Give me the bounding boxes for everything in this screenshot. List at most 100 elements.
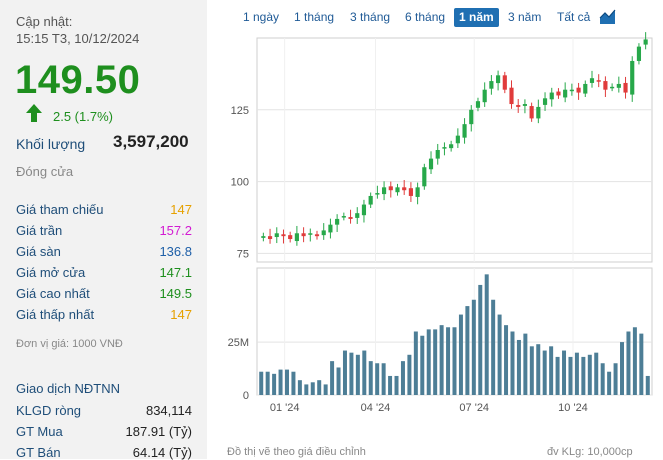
price-plot-frame [256, 37, 653, 263]
row-value: 136.8 [159, 244, 192, 259]
candle-body [489, 81, 494, 89]
tab-3-months[interactable]: 3 tháng [350, 10, 391, 24]
candle-body [509, 87, 514, 105]
volume-bar [297, 380, 302, 395]
chart-footnote: Đồ thị vẽ theo giá điều chỉnh [227, 446, 366, 458]
volume-bar [568, 356, 573, 395]
volume-bar [516, 339, 521, 395]
candle-body [576, 87, 581, 93]
high-price-row: Giá cao nhất 149.5 [16, 286, 192, 302]
candle [496, 70, 501, 91]
volume-bar [639, 333, 644, 395]
candle-body [341, 216, 346, 218]
volume-bar [349, 352, 354, 395]
candle [616, 76, 621, 93]
candle-body [616, 83, 621, 88]
volume-y-tick-label: 0 [243, 390, 249, 402]
open-price-row: Giá mở cửa 147.1 [16, 265, 192, 281]
volume-bar [420, 335, 425, 395]
volume-bar [355, 354, 360, 395]
price-y-tick-label: 125 [231, 105, 249, 117]
candle-body [522, 104, 528, 106]
candle-body [314, 234, 320, 237]
tab-all[interactable]: Tất cả [557, 10, 591, 24]
volume-bar [478, 284, 483, 395]
price-y-tick-label: 75 [237, 248, 249, 260]
candle-body [643, 39, 648, 45]
candle-body [502, 75, 507, 90]
candle [355, 207, 360, 224]
volume-bar [523, 333, 528, 395]
candle-body [388, 186, 393, 191]
candle [556, 88, 561, 99]
candle [569, 83, 574, 96]
candle-body [549, 92, 554, 100]
volume-bar [542, 350, 547, 395]
tab-1-day[interactable]: 1 ngày [243, 10, 280, 24]
row-value: 64.14 (Tỷ) [132, 445, 192, 460]
candle [388, 181, 393, 198]
candle-body [583, 83, 588, 94]
candle [435, 143, 440, 165]
current-price: 149.50 [15, 58, 141, 102]
row-label: Giá tham chiếu [16, 202, 104, 217]
volume-bar [555, 356, 560, 395]
candle [415, 182, 420, 205]
candle-body [536, 106, 541, 119]
candle-body [428, 158, 434, 170]
area-chart-icon[interactable] [599, 9, 616, 25]
volume-bar [562, 350, 567, 395]
volume-bar [284, 369, 289, 395]
candle [482, 82, 487, 107]
tab-1-year[interactable]: 1 năm [454, 8, 499, 27]
volume-bar [620, 342, 625, 395]
candle-body [408, 188, 413, 196]
row-label: Giá thấp nhất [16, 307, 95, 322]
tab-3-years[interactable]: 3 năm [508, 10, 542, 24]
tab-1-month[interactable]: 1 tháng [294, 10, 335, 24]
volume-unit-note: đv KLg: 10,000cp [547, 446, 633, 458]
candle-body [556, 91, 561, 96]
ref-price-row: Giá tham chiếu 147 [16, 202, 192, 218]
volume-bar [323, 384, 328, 395]
candle [462, 118, 467, 144]
candle-body [368, 195, 373, 205]
candle [321, 223, 326, 240]
row-value: 149.5 [159, 286, 192, 301]
candle-body [355, 213, 360, 218]
candle-body [482, 89, 487, 103]
candle [288, 231, 293, 243]
volume-bar [645, 375, 650, 395]
volume-bar [388, 375, 393, 395]
volume-bar [510, 331, 515, 395]
candle-body [375, 193, 380, 195]
candle [274, 227, 279, 244]
candle-body [542, 98, 548, 105]
candle-body [281, 234, 286, 237]
row-value: 187.91 (Tỷ) [125, 424, 192, 439]
tab-6-months[interactable]: 6 tháng [405, 10, 446, 24]
candle [442, 142, 447, 156]
candle [522, 99, 528, 114]
volume-bar [400, 361, 405, 395]
volume-bar [342, 350, 347, 395]
volume-bar [458, 314, 463, 395]
candle [509, 80, 514, 109]
candle-body [361, 204, 367, 216]
candle [643, 32, 648, 50]
candle [261, 232, 266, 242]
row-label: KLGD ròng [16, 403, 82, 418]
candle-body [335, 218, 340, 225]
row-label: Giá mở cửa [16, 265, 86, 280]
candle [576, 82, 581, 100]
volume-bar [433, 329, 438, 395]
row-label: GT Mua [16, 424, 63, 439]
candle [630, 56, 635, 102]
volume-bar [265, 371, 270, 395]
candle [449, 140, 454, 152]
row-value: 834,114 [145, 403, 192, 418]
volume-bar [587, 354, 592, 395]
candle-body [415, 187, 420, 197]
candle-body [274, 233, 279, 238]
candle-body [422, 167, 427, 187]
